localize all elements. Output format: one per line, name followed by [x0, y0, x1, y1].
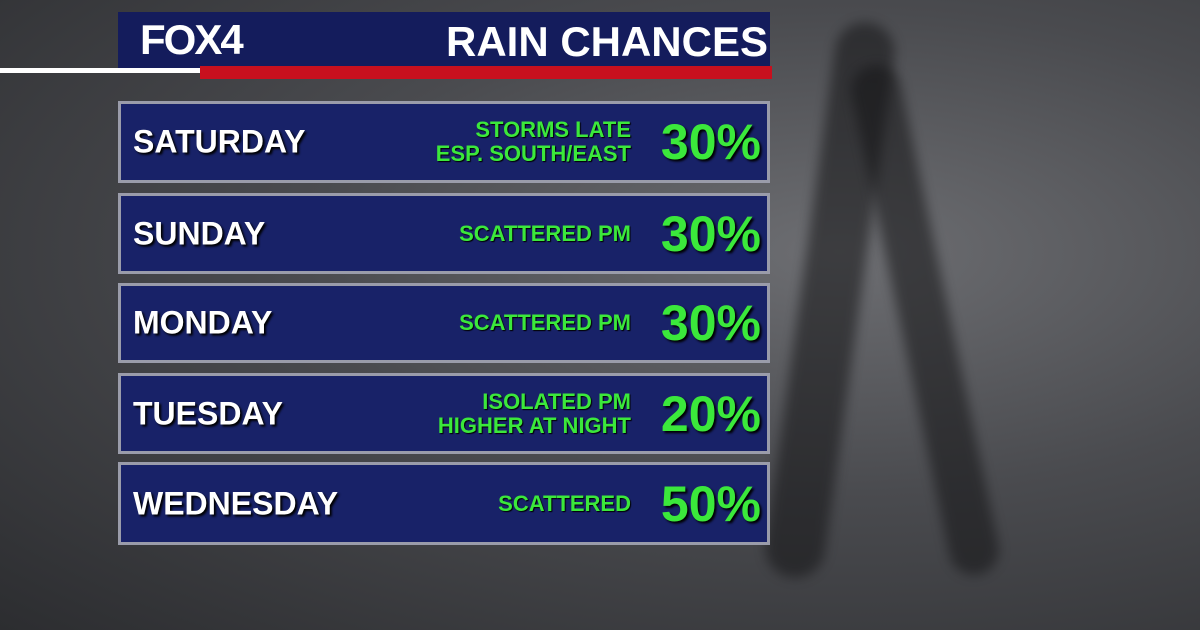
note-line: SCATTERED PM — [459, 310, 631, 335]
day-label: WEDNESDAY — [133, 485, 339, 521]
logo: FOX4 — [140, 16, 244, 63]
forecast-note: SCATTERED PM — [459, 311, 631, 335]
day-label: SUNDAY — [133, 215, 266, 251]
note-line: ESP. SOUTH/EAST — [435, 141, 631, 166]
header-bar — [118, 12, 770, 68]
note-line: HIGHER AT NIGHT — [437, 412, 631, 438]
forecast-row: SUNDAY SCATTERED PM 30% — [118, 193, 770, 274]
forecast-row: TUESDAY ISOLATED PM HIGHER AT NIGHT 20% — [118, 373, 770, 454]
rain-chance: 30% — [660, 295, 761, 351]
background-shadow — [846, 60, 1004, 580]
rain-chance: 20% — [660, 385, 761, 442]
forecast-note: SCATTERED PM — [459, 220, 631, 246]
note-line: SCATTERED PM — [459, 220, 631, 246]
forecast-row: SATURDAY STORMS LATE ESP. SOUTH/EAST 30% — [118, 101, 770, 183]
header-red-bar — [200, 66, 772, 79]
forecast-note: STORMS LATE ESP. SOUTH/EAST — [436, 118, 631, 166]
title: RAIN CHANCES — [445, 18, 768, 65]
forecast-row: MONDAY SCATTERED PM 30% — [118, 283, 770, 363]
note-line: STORMS LATE — [475, 117, 631, 142]
forecast-note: SCATTERED — [498, 490, 631, 516]
note-line: ISOLATED PM — [482, 388, 631, 414]
forecast-note: ISOLATED PM HIGHER AT NIGHT — [437, 388, 631, 438]
forecast-row: WEDNESDAY SCATTERED 50% — [118, 462, 770, 545]
rain-chance: 30% — [660, 114, 761, 170]
day-label: SATURDAY — [133, 123, 306, 160]
header-white-line — [0, 68, 200, 73]
note-line: SCATTERED — [498, 490, 631, 516]
rain-chance: 30% — [660, 205, 761, 262]
day-label: MONDAY — [133, 304, 273, 341]
rain-chance: 50% — [660, 475, 761, 532]
day-label: TUESDAY — [133, 395, 283, 431]
